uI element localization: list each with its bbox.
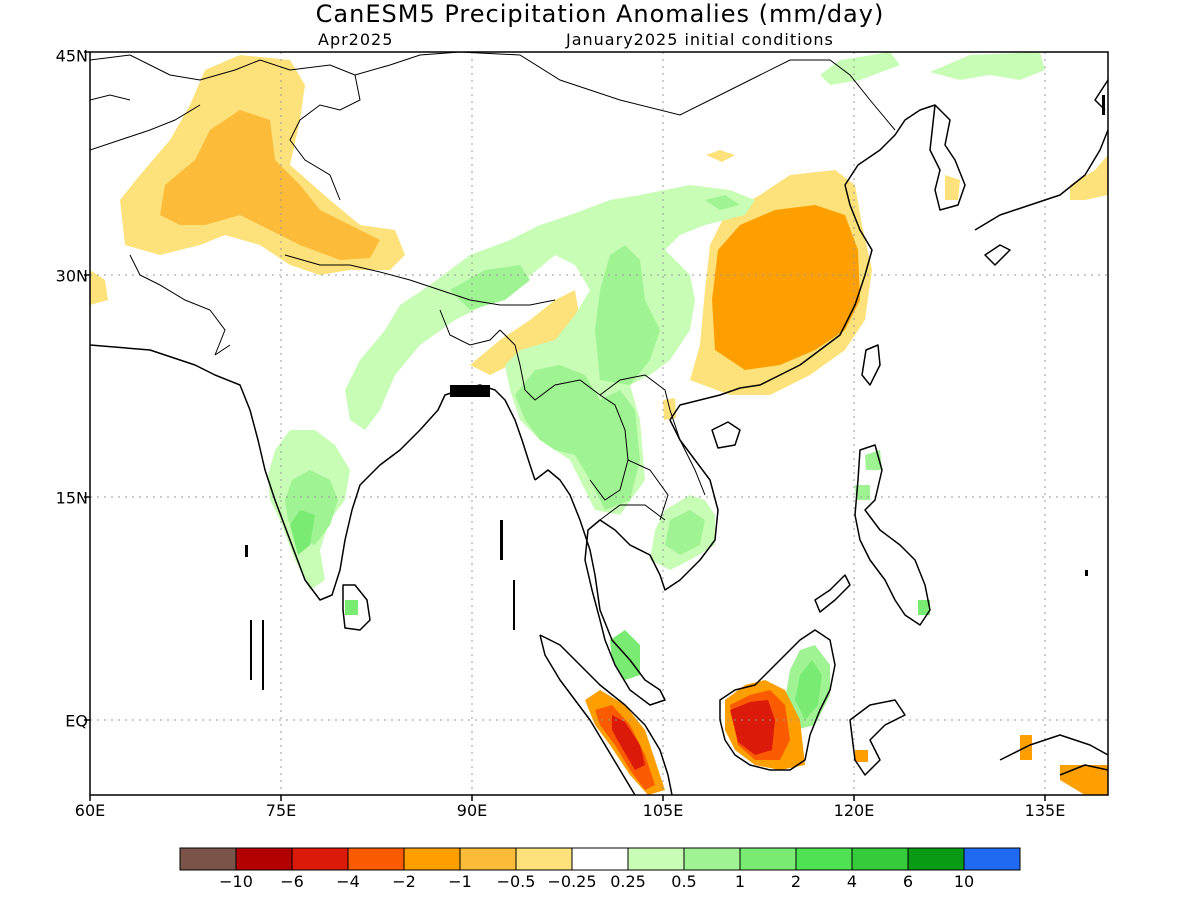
coastline-indochina (534, 104, 936, 706)
lat-label-30n: 30N (55, 266, 88, 286)
anomaly-region-wet-himalaya (345, 185, 755, 515)
colorbar-tick-label: −2 (392, 872, 416, 891)
border-myanmar (499, 329, 629, 501)
colorbar-swatch (235, 847, 293, 871)
colorbar-swatch (179, 847, 237, 871)
coastline-srilanka (342, 584, 371, 631)
lon-label-135e: 135E (1024, 801, 1066, 820)
coastline-newguinea (999, 734, 1108, 776)
anomaly-region-wet3-india (290, 510, 315, 555)
colorbar-tick-label: 0.25 (610, 872, 646, 891)
colorbar-tick-label: −6 (280, 872, 304, 891)
anomaly-region-dry-japan (1070, 155, 1108, 200)
colorbar-swatch (515, 847, 573, 871)
colorbar-swatch (851, 847, 909, 871)
anomaly-region-wet2-cambodia (665, 510, 705, 555)
colorbar-swatch (459, 847, 517, 871)
coastlines (90, 79, 1108, 795)
valid-month-label: Apr2025 (318, 30, 394, 49)
anomaly-region-dry-west-edge (90, 270, 108, 305)
colorbar-tick-label: 10 (953, 872, 975, 891)
colorbar-tick-label: −0.5 (496, 872, 536, 891)
anomaly-region-wet-luzon-south (855, 485, 870, 500)
colorbar-swatch (571, 847, 629, 871)
colorbar-tick-label: 1 (734, 872, 746, 891)
anomaly-region-dry-sulawesi (855, 750, 868, 762)
country-borders (90, 52, 896, 521)
colorbar-swatch (963, 847, 1021, 871)
anomaly-region-wet2-borneo (795, 660, 822, 720)
anomaly-region-wet2-tibet (450, 265, 530, 310)
small-islands (245, 95, 1105, 690)
page-title: CanESM5 Precipitation Anomalies (mm/day) (315, 0, 885, 28)
lon-label-75e: 75E (265, 801, 297, 820)
colorbar-swatch (795, 847, 853, 871)
border-china-north (354, 52, 896, 131)
colorbar-tick-label: 6 (902, 872, 914, 891)
lat-label-45n: 45N (55, 46, 88, 66)
colorbar-tick-label: −1 (448, 872, 472, 891)
anomaly-region-moddry-northwest (160, 110, 380, 260)
axis-ticks (84, 51, 1046, 801)
coastline-india (90, 344, 536, 601)
coastline-palawan (814, 574, 851, 613)
colorbar-tick-label: −0.25 (547, 872, 597, 891)
anomaly-region-wet-mindanao (918, 600, 930, 615)
colorbar-tick-label: 2 (790, 872, 802, 891)
anomaly-region-extreme-sumatra (612, 715, 645, 770)
colorbar-swatch (347, 847, 405, 871)
anomaly-region-extreme-borneo (730, 700, 775, 755)
lon-label-105e: 105E (642, 801, 684, 820)
anomaly-region-wet-srilanka (345, 600, 358, 615)
lon-label-120e: 120E (833, 801, 875, 820)
border-south-asia (129, 254, 556, 356)
coastline-borneo (719, 629, 836, 771)
anomaly-shading (90, 52, 1108, 795)
colorbar-tick-label: 0.5 (671, 872, 697, 891)
colorbar-swatch (403, 847, 461, 871)
coastline-hainan (711, 421, 741, 449)
coastline-sumatra (539, 634, 673, 795)
colorbar-tick-label: −10 (219, 872, 253, 891)
colorbar-tick-label: −4 (336, 872, 360, 891)
anomaly-region-dry-assam (470, 290, 580, 375)
colorbar-swatch (291, 847, 349, 871)
anomaly-region-dry-newguinea (1060, 765, 1108, 795)
anomaly-region-dry-north-china (706, 150, 735, 162)
anomaly-region-moddry-china (712, 205, 860, 370)
colorbar-swatch (907, 847, 965, 871)
border-thailand-cambodia (599, 504, 666, 521)
coastline-philippines (854, 444, 931, 626)
map-gridlines (90, 52, 1108, 795)
lat-label-eq: EQ (65, 711, 88, 731)
lon-label-90e: 90E (456, 801, 488, 820)
anomaly-region-dry-korea (945, 175, 960, 200)
anomaly-region-wet2-mid-band (705, 195, 740, 210)
coastline-japan (974, 79, 1108, 266)
lat-label-15n: 15N (55, 488, 88, 508)
coastline-taiwan (861, 344, 881, 386)
anomaly-region-wet-north-edge (820, 52, 900, 85)
lon-label-60e: 60E (74, 801, 106, 820)
colorbar-tick-label: 4 (846, 872, 858, 891)
colorbar-swatch (627, 847, 685, 871)
anomaly-region-wet2-yunnan (595, 245, 660, 385)
colorbar-swatch (683, 847, 741, 871)
border-laos-vietnam (599, 374, 706, 521)
anomaly-region-wet-north-edge-2 (930, 52, 1045, 80)
coastline-sulawesi (849, 699, 906, 776)
map-frame (89, 51, 1109, 796)
coastline-korea (929, 104, 966, 211)
colorbar-swatch (739, 847, 797, 871)
initial-conditions-label: January2025 initial conditions (566, 30, 834, 49)
